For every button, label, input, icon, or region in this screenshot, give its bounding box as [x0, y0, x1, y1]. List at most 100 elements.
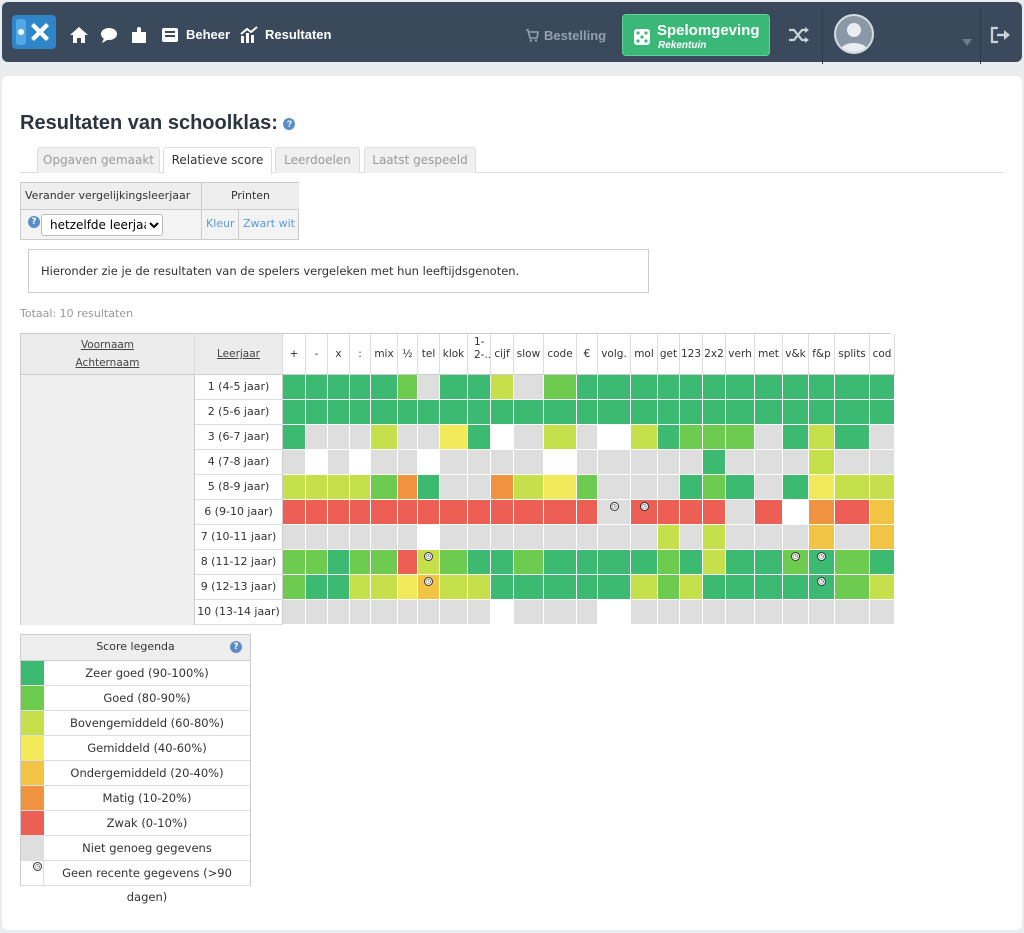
score-cell[interactable]: [870, 425, 895, 450]
logout-icon[interactable]: [990, 26, 1012, 48]
game-column-header[interactable]: tel: [418, 334, 440, 375]
score-cell[interactable]: [726, 575, 755, 600]
score-cell[interactable]: [577, 375, 598, 400]
score-cell[interactable]: [350, 600, 371, 625]
score-cell[interactable]: [418, 450, 440, 475]
score-cell[interactable]: [491, 550, 514, 575]
score-cell[interactable]: [350, 375, 371, 400]
score-cell[interactable]: [398, 450, 418, 475]
score-cell[interactable]: [283, 575, 306, 600]
score-cell[interactable]: [306, 450, 328, 475]
score-cell[interactable]: [755, 550, 783, 575]
score-cell[interactable]: [544, 525, 577, 550]
score-cell[interactable]: [306, 600, 328, 625]
score-cell[interactable]: [703, 450, 726, 475]
score-cell[interactable]: [514, 525, 544, 550]
game-column-header[interactable]: x: [328, 334, 350, 375]
game-column-header[interactable]: €: [577, 334, 598, 375]
score-cell[interactable]: [328, 400, 350, 425]
score-cell[interactable]: [440, 400, 468, 425]
game-column-header[interactable]: slow: [514, 334, 544, 375]
score-cell[interactable]: [283, 425, 306, 450]
score-cell[interactable]: [631, 600, 658, 625]
score-cell[interactable]: [283, 525, 306, 550]
score-cell[interactable]: [371, 475, 398, 500]
score-cell[interactable]: [306, 525, 328, 550]
score-cell[interactable]: [680, 375, 703, 400]
score-cell[interactable]: [491, 500, 514, 525]
score-cell[interactable]: [440, 575, 468, 600]
score-cell[interactable]: [658, 600, 680, 625]
leerjaar-column-header[interactable]: Leerjaar: [195, 334, 283, 375]
score-cell[interactable]: [328, 575, 350, 600]
score-cell[interactable]: [870, 400, 895, 425]
score-cell[interactable]: [598, 400, 631, 425]
score-cell[interactable]: [544, 425, 577, 450]
score-cell[interactable]: [544, 375, 577, 400]
score-cell[interactable]: [783, 425, 809, 450]
sort-voornaam-link[interactable]: Voornaam: [80, 339, 135, 351]
score-cell[interactable]: [544, 450, 577, 475]
score-cell[interactable]: [283, 400, 306, 425]
score-cell[interactable]: [398, 550, 418, 575]
score-cell[interactable]: [577, 500, 598, 525]
score-cell[interactable]: [491, 375, 514, 400]
score-cell[interactable]: ◷: [418, 550, 440, 575]
score-cell[interactable]: [328, 500, 350, 525]
score-cell[interactable]: [491, 475, 514, 500]
score-cell[interactable]: [283, 450, 306, 475]
score-cell[interactable]: [577, 525, 598, 550]
score-cell[interactable]: [371, 525, 398, 550]
game-column-header[interactable]: code: [544, 334, 577, 375]
game-column-header[interactable]: met: [755, 334, 783, 375]
tab-leerdoelen[interactable]: Leerdoelen: [275, 147, 360, 173]
chart-icon[interactable]: [239, 26, 259, 44]
score-cell[interactable]: [631, 425, 658, 450]
tab-relatieve-score[interactable]: Relatieve score: [163, 147, 272, 174]
score-cell[interactable]: [440, 500, 468, 525]
score-cell[interactable]: [631, 525, 658, 550]
score-cell[interactable]: [680, 400, 703, 425]
score-cell[interactable]: [680, 600, 703, 625]
score-cell[interactable]: [783, 450, 809, 475]
score-cell[interactable]: [809, 400, 835, 425]
score-cell[interactable]: [870, 500, 895, 525]
score-cell[interactable]: [283, 375, 306, 400]
score-cell[interactable]: [283, 600, 306, 625]
score-cell[interactable]: [440, 450, 468, 475]
score-cell[interactable]: ◷: [598, 500, 631, 525]
chat-icon[interactable]: [99, 26, 119, 44]
game-column-header[interactable]: klok: [440, 334, 468, 375]
score-cell[interactable]: [398, 475, 418, 500]
compare-help-icon[interactable]: ?: [28, 216, 40, 228]
score-cell[interactable]: [491, 575, 514, 600]
score-cell[interactable]: [350, 500, 371, 525]
score-cell[interactable]: [544, 600, 577, 625]
score-cell[interactable]: [306, 375, 328, 400]
score-cell[interactable]: [755, 425, 783, 450]
score-cell[interactable]: [703, 375, 726, 400]
nav-resultaten[interactable]: Resultaten: [265, 27, 332, 42]
score-cell[interactable]: [468, 500, 491, 525]
score-cell[interactable]: [631, 475, 658, 500]
score-cell[interactable]: [835, 525, 870, 550]
score-cell[interactable]: [703, 475, 726, 500]
score-cell[interactable]: [658, 425, 680, 450]
score-cell[interactable]: [440, 475, 468, 500]
score-cell[interactable]: [328, 600, 350, 625]
score-cell[interactable]: ◷: [809, 575, 835, 600]
score-cell[interactable]: [306, 475, 328, 500]
game-column-header[interactable]: verh: [726, 334, 755, 375]
score-cell[interactable]: [468, 525, 491, 550]
score-cell[interactable]: [468, 450, 491, 475]
tab-laatst-gespeeld[interactable]: Laatst gespeeld: [364, 147, 476, 173]
score-cell[interactable]: [783, 500, 809, 525]
score-cell[interactable]: [514, 400, 544, 425]
score-cell[interactable]: [783, 400, 809, 425]
score-cell[interactable]: [371, 450, 398, 475]
score-cell[interactable]: [598, 450, 631, 475]
score-cell[interactable]: [658, 475, 680, 500]
score-cell[interactable]: [755, 375, 783, 400]
tab-opgaven-gemaakt[interactable]: Opgaven gemaakt: [37, 147, 160, 173]
score-cell[interactable]: [350, 450, 371, 475]
